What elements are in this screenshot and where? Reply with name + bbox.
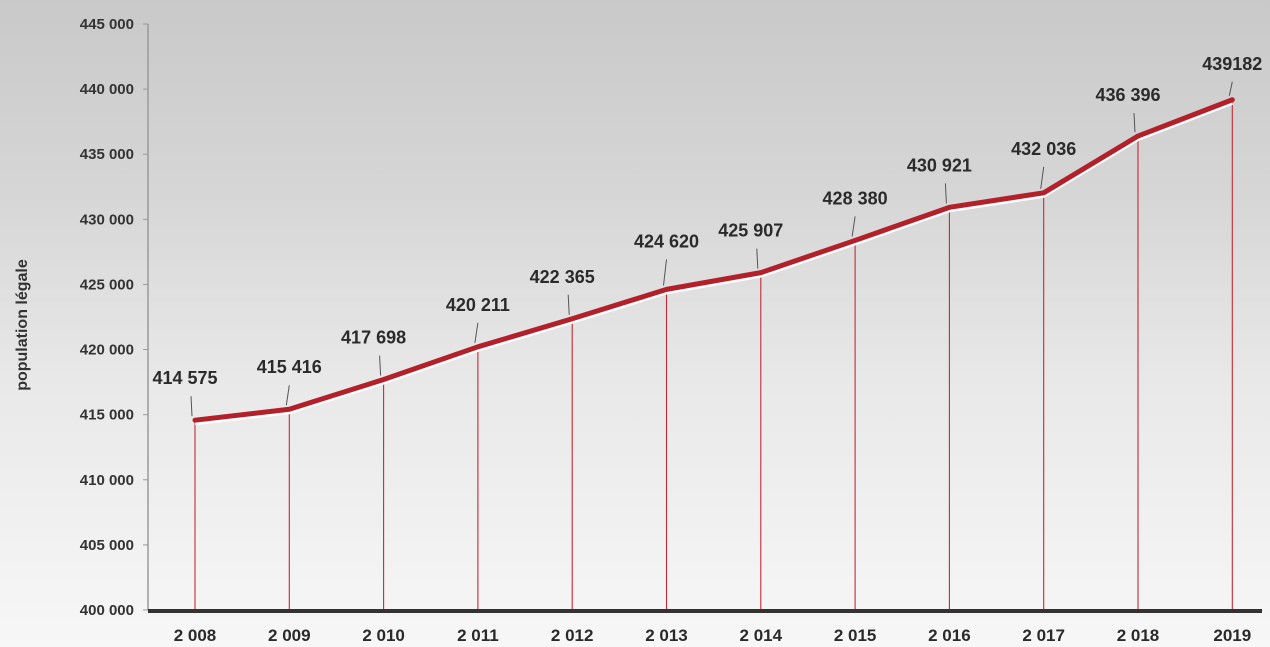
x-tick-label: 2 017 <box>1022 626 1065 645</box>
data-label-leader <box>663 259 667 286</box>
y-tick-label: 430 000 <box>80 211 134 228</box>
data-label-leader <box>1228 81 1233 96</box>
data-label-leader <box>1040 166 1045 189</box>
x-tick-label: 2 015 <box>834 626 877 645</box>
data-label-leader <box>851 216 856 237</box>
x-tick-label: 2 018 <box>1117 626 1160 645</box>
x-tick-label: 2 009 <box>268 626 311 645</box>
data-label: 430 921 <box>907 155 972 175</box>
data-label: 422 365 <box>530 267 595 287</box>
y-axis-title: population légale <box>14 259 31 391</box>
data-label: 432 036 <box>1011 139 1076 159</box>
data-label-leader <box>756 248 759 269</box>
data-label-leader <box>567 294 570 315</box>
data-label: 415 416 <box>257 357 322 377</box>
data-label: 425 907 <box>718 221 783 241</box>
x-tick-label: 2 014 <box>740 626 783 645</box>
data-label-leader <box>190 396 193 417</box>
y-tick-label: 400 000 <box>80 602 134 619</box>
data-label-leader <box>285 385 290 406</box>
data-label-leader <box>379 355 382 376</box>
y-tick-label: 425 000 <box>80 276 134 293</box>
y-tick-label: 445 000 <box>80 16 134 33</box>
y-tick-label: 410 000 <box>80 472 134 489</box>
x-tick-label: 2 012 <box>551 626 594 645</box>
y-tick-label: 415 000 <box>80 407 134 424</box>
x-tick-label: 2 010 <box>362 626 405 645</box>
data-label-leader <box>1133 113 1136 133</box>
data-label: 428 380 <box>823 188 888 208</box>
x-tick-label: 2 011 <box>457 626 499 645</box>
data-label: 439182 <box>1202 54 1262 74</box>
data-label: 420 211 <box>446 295 510 315</box>
data-label-leader <box>474 322 479 343</box>
data-label: 424 620 <box>634 231 699 251</box>
x-tick-label: 2019 <box>1213 626 1251 645</box>
series-line <box>192 97 1235 423</box>
x-tick-label: 2 013 <box>645 626 688 645</box>
data-label: 417 698 <box>341 328 406 348</box>
data-label: 414 575 <box>152 368 217 388</box>
series-line-highlight <box>194 100 1234 426</box>
y-tick-label: 440 000 <box>80 81 134 98</box>
y-tick-label: 435 000 <box>80 146 134 163</box>
y-tick-label: 405 000 <box>80 537 134 554</box>
data-label: 436 396 <box>1095 85 1160 105</box>
y-tick-label: 420 000 <box>80 342 134 359</box>
x-tick-label: 2 016 <box>928 626 971 645</box>
x-tick-label: 2 008 <box>174 626 217 645</box>
data-label-leader <box>944 183 947 204</box>
